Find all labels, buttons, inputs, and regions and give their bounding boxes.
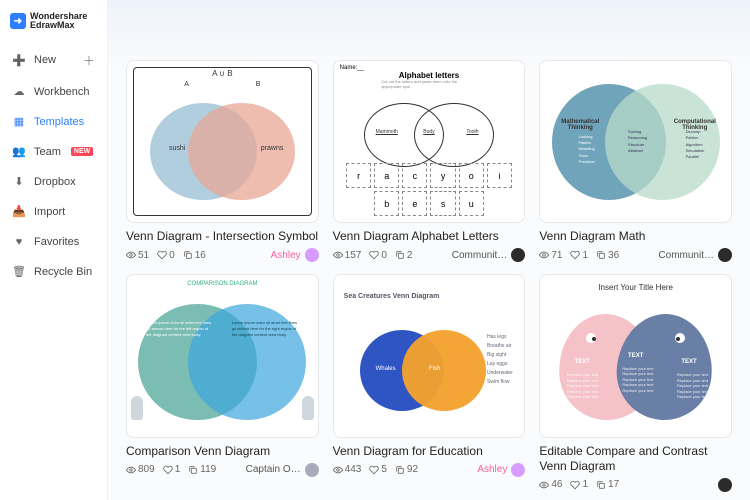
- card-meta: 443 5 92 Ashley: [333, 463, 526, 477]
- card-meta: 157 0 2 Communit…: [333, 248, 526, 262]
- brand: ➜ Wondershare EdrawMax: [0, 8, 107, 41]
- card-meta: 51 0 16 Ashley: [126, 248, 319, 262]
- nav-icon: 🗑: [12, 265, 26, 279]
- card-title: Comparison Venn Diagram: [126, 444, 319, 459]
- nav-label: Import: [34, 206, 65, 218]
- avatar: [718, 248, 732, 262]
- card-author[interactable]: Ashley: [271, 248, 319, 262]
- brand-name: Wondershare EdrawMax: [30, 12, 87, 31]
- card-grid: A ∪ B A B sushi prawns Venn Diagram - In…: [126, 60, 732, 492]
- nav-label: Workbench: [34, 86, 89, 98]
- card-thumbnail[interactable]: A ∪ B A B sushi prawns: [126, 60, 319, 223]
- card-thumbnail[interactable]: COMPARISON DIAGRAM Lorem ipsum dolor sit…: [126, 274, 319, 437]
- card-author[interactable]: Ashley: [477, 463, 525, 477]
- nav-icon: ☁: [12, 85, 26, 99]
- avatar: [511, 463, 525, 477]
- nav-list: ➕ New ＋☁ Workbench ▦ Templates 👥 Team NE…: [0, 41, 107, 290]
- card-meta: 46 1 17: [539, 478, 732, 492]
- sidebar: ➜ Wondershare EdrawMax ➕ New ＋☁ Workbenc…: [0, 0, 108, 500]
- nav-label: Dropbox: [34, 176, 76, 188]
- card-author[interactable]: Captain O…: [246, 463, 319, 477]
- views-stat: 51: [126, 250, 149, 261]
- nav-item-dropbox[interactable]: ⬇ Dropbox: [0, 168, 107, 196]
- avatar: [511, 248, 525, 262]
- nav-icon: ⬇: [12, 175, 26, 189]
- avatar: [718, 478, 732, 492]
- views-stat: 809: [126, 464, 155, 475]
- copies-stat: 92: [395, 464, 418, 475]
- nav-item-import[interactable]: 📥 Import: [0, 198, 107, 226]
- nav-label: New: [34, 54, 56, 66]
- nav-item-templates[interactable]: ▦ Templates: [0, 108, 107, 136]
- nav-item-new[interactable]: ➕ New ＋: [0, 45, 107, 76]
- copies-stat: 16: [183, 250, 206, 261]
- nav-icon: 📥: [12, 205, 26, 219]
- nav-item-recycle-bin[interactable]: 🗑 Recycle Bin: [0, 258, 107, 286]
- nav-label: Team: [34, 146, 61, 158]
- plus-icon[interactable]: ＋: [83, 52, 95, 69]
- likes-stat: 1: [163, 464, 181, 475]
- copies-stat: 36: [596, 250, 619, 261]
- template-card[interactable]: A ∪ B A B sushi prawns Venn Diagram - In…: [126, 60, 319, 262]
- card-author[interactable]: Communit…: [658, 248, 732, 262]
- card-thumbnail[interactable]: Insert Your Title Here TEXT TEXT TEXT Re…: [539, 274, 732, 437]
- copies-stat: 17: [596, 479, 619, 490]
- nav-label: Recycle Bin: [34, 266, 92, 278]
- avatar: [305, 248, 319, 262]
- card-thumbnail[interactable]: Sea Creatures Venn Diagram Whales Fish H…: [333, 274, 526, 437]
- nav-icon: ➕: [12, 53, 26, 67]
- views-stat: 157: [333, 250, 362, 261]
- badge-new: NEW: [71, 147, 93, 156]
- likes-stat: 5: [369, 464, 387, 475]
- template-card[interactable]: COMPARISON DIAGRAM Lorem ipsum dolor sit…: [126, 274, 319, 491]
- template-card[interactable]: Sea Creatures Venn Diagram Whales Fish H…: [333, 274, 526, 491]
- brand-logo: ➜: [10, 13, 26, 29]
- card-meta: 71 1 36 Communit…: [539, 248, 732, 262]
- card-author[interactable]: Communit…: [452, 248, 526, 262]
- views-stat: 443: [333, 464, 362, 475]
- avatar: [305, 463, 319, 477]
- nav-item-team[interactable]: 👥 Team NEW: [0, 138, 107, 166]
- card-meta: 809 1 119 Captain O…: [126, 463, 319, 477]
- likes-stat: 1: [570, 250, 588, 261]
- likes-stat: 0: [369, 250, 387, 261]
- template-card[interactable]: Insert Your Title Here TEXT TEXT TEXT Re…: [539, 274, 732, 491]
- card-title: Venn Diagram for Education: [333, 444, 526, 459]
- copies-stat: 119: [188, 464, 216, 475]
- card-title: Venn Diagram Alphabet Letters: [333, 229, 526, 244]
- copies-stat: 2: [395, 250, 413, 261]
- nav-label: Favorites: [34, 236, 79, 248]
- likes-stat: 1: [570, 479, 588, 490]
- nav-item-workbench[interactable]: ☁ Workbench: [0, 78, 107, 106]
- nav-icon: 👥: [12, 145, 26, 159]
- nav-icon: ▦: [12, 115, 26, 129]
- card-thumbnail[interactable]: Mathematical Thinking Computational Thin…: [539, 60, 732, 223]
- likes-stat: 0: [157, 250, 175, 261]
- card-author[interactable]: [718, 478, 732, 492]
- card-thumbnail[interactable]: Name:__ Alphabet letters Cut out the let…: [333, 60, 526, 223]
- card-title: Venn Diagram Math: [539, 229, 732, 244]
- template-gallery: A ∪ B A B sushi prawns Venn Diagram - In…: [108, 0, 750, 500]
- views-stat: 71: [539, 250, 562, 261]
- views-stat: 46: [539, 479, 562, 490]
- template-card[interactable]: Mathematical Thinking Computational Thin…: [539, 60, 732, 262]
- nav-item-favorites[interactable]: ♥ Favorites: [0, 228, 107, 256]
- card-title: Editable Compare and Contrast Venn Diagr…: [539, 444, 732, 474]
- template-card[interactable]: Name:__ Alphabet letters Cut out the let…: [333, 60, 526, 262]
- nav-label: Templates: [34, 116, 84, 128]
- nav-icon: ♥: [12, 235, 26, 249]
- card-title: Venn Diagram - Intersection Symbol: [126, 229, 319, 244]
